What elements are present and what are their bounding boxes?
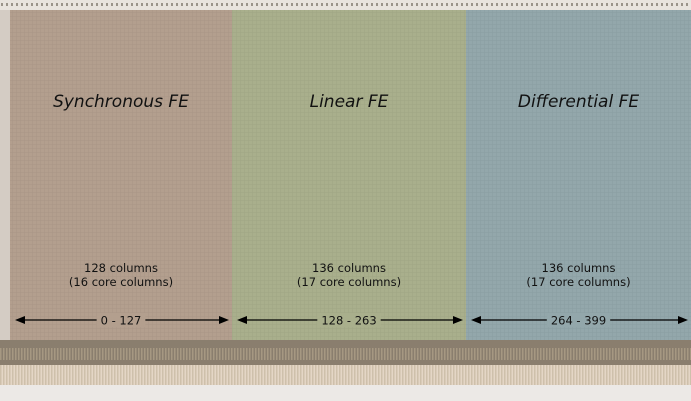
annotations: Synchronous FE 128 columns(16 core column… (15, 92, 688, 328)
range-label-bg (96, 313, 146, 327)
arrow-head (237, 316, 247, 324)
column-range: 128 - 263 (321, 314, 376, 328)
core-column-count: (17 core columns) (297, 275, 401, 289)
column-count: 128 columns (84, 261, 158, 275)
arrow-head (219, 316, 229, 324)
core-column-count: (17 core columns) (526, 275, 630, 289)
column-count: 136 columns (542, 261, 616, 275)
arrow-head (15, 316, 25, 324)
range-label-bg (546, 313, 611, 327)
bottom-strip (0, 385, 691, 401)
top-strip (0, 0, 691, 10)
column-count: 136 columns (312, 261, 386, 275)
region-title: Linear FE (310, 92, 389, 112)
region-title: Synchronous FE (53, 92, 189, 112)
periphery-pads (0, 348, 691, 360)
arrow-head (471, 316, 481, 324)
arrow-head (678, 316, 688, 324)
pixel-grid (10, 10, 691, 340)
column-range: 264 - 399 (551, 314, 606, 328)
core-column-count: (16 core columns) (69, 275, 173, 289)
left-edge (0, 10, 10, 340)
pad-lines (0, 365, 691, 385)
column-range: 0 - 127 (101, 314, 142, 328)
range-label-bg (317, 313, 381, 327)
region-title: Differential FE (518, 92, 639, 112)
arrow-head (453, 316, 463, 324)
